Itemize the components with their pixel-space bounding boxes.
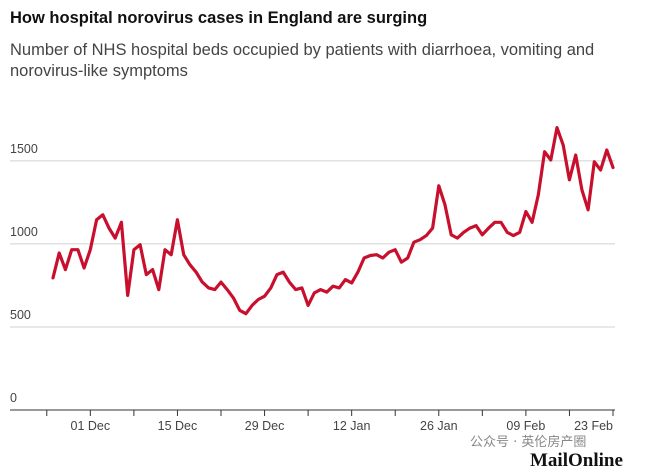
y-tick-label: 1000 <box>10 225 38 239</box>
y-tick-label: 1500 <box>10 142 38 156</box>
x-tick-label: 23 Feb <box>574 419 613 433</box>
watermark: 公众号 · 英伦房产圈 <box>470 434 586 450</box>
y-tick-label: 0 <box>10 391 17 405</box>
x-tick-label: 15 Dec <box>158 419 198 433</box>
chart-subtitle: Number of NHS hospital beds occupied by … <box>10 41 595 80</box>
y-tick-label: 500 <box>10 308 31 322</box>
x-tick-label: 29 Dec <box>245 419 285 433</box>
x-tick-label: 09 Feb <box>506 419 545 433</box>
x-tick-label: 12 Jan <box>333 419 371 433</box>
data-line <box>51 126 615 316</box>
x-tick-label: 01 Dec <box>71 419 111 433</box>
source-logo: MailOnline <box>530 450 623 471</box>
chart-title: How hospital norovirus cases in England … <box>10 9 428 27</box>
x-tick-label: 26 Jan <box>420 419 458 433</box>
